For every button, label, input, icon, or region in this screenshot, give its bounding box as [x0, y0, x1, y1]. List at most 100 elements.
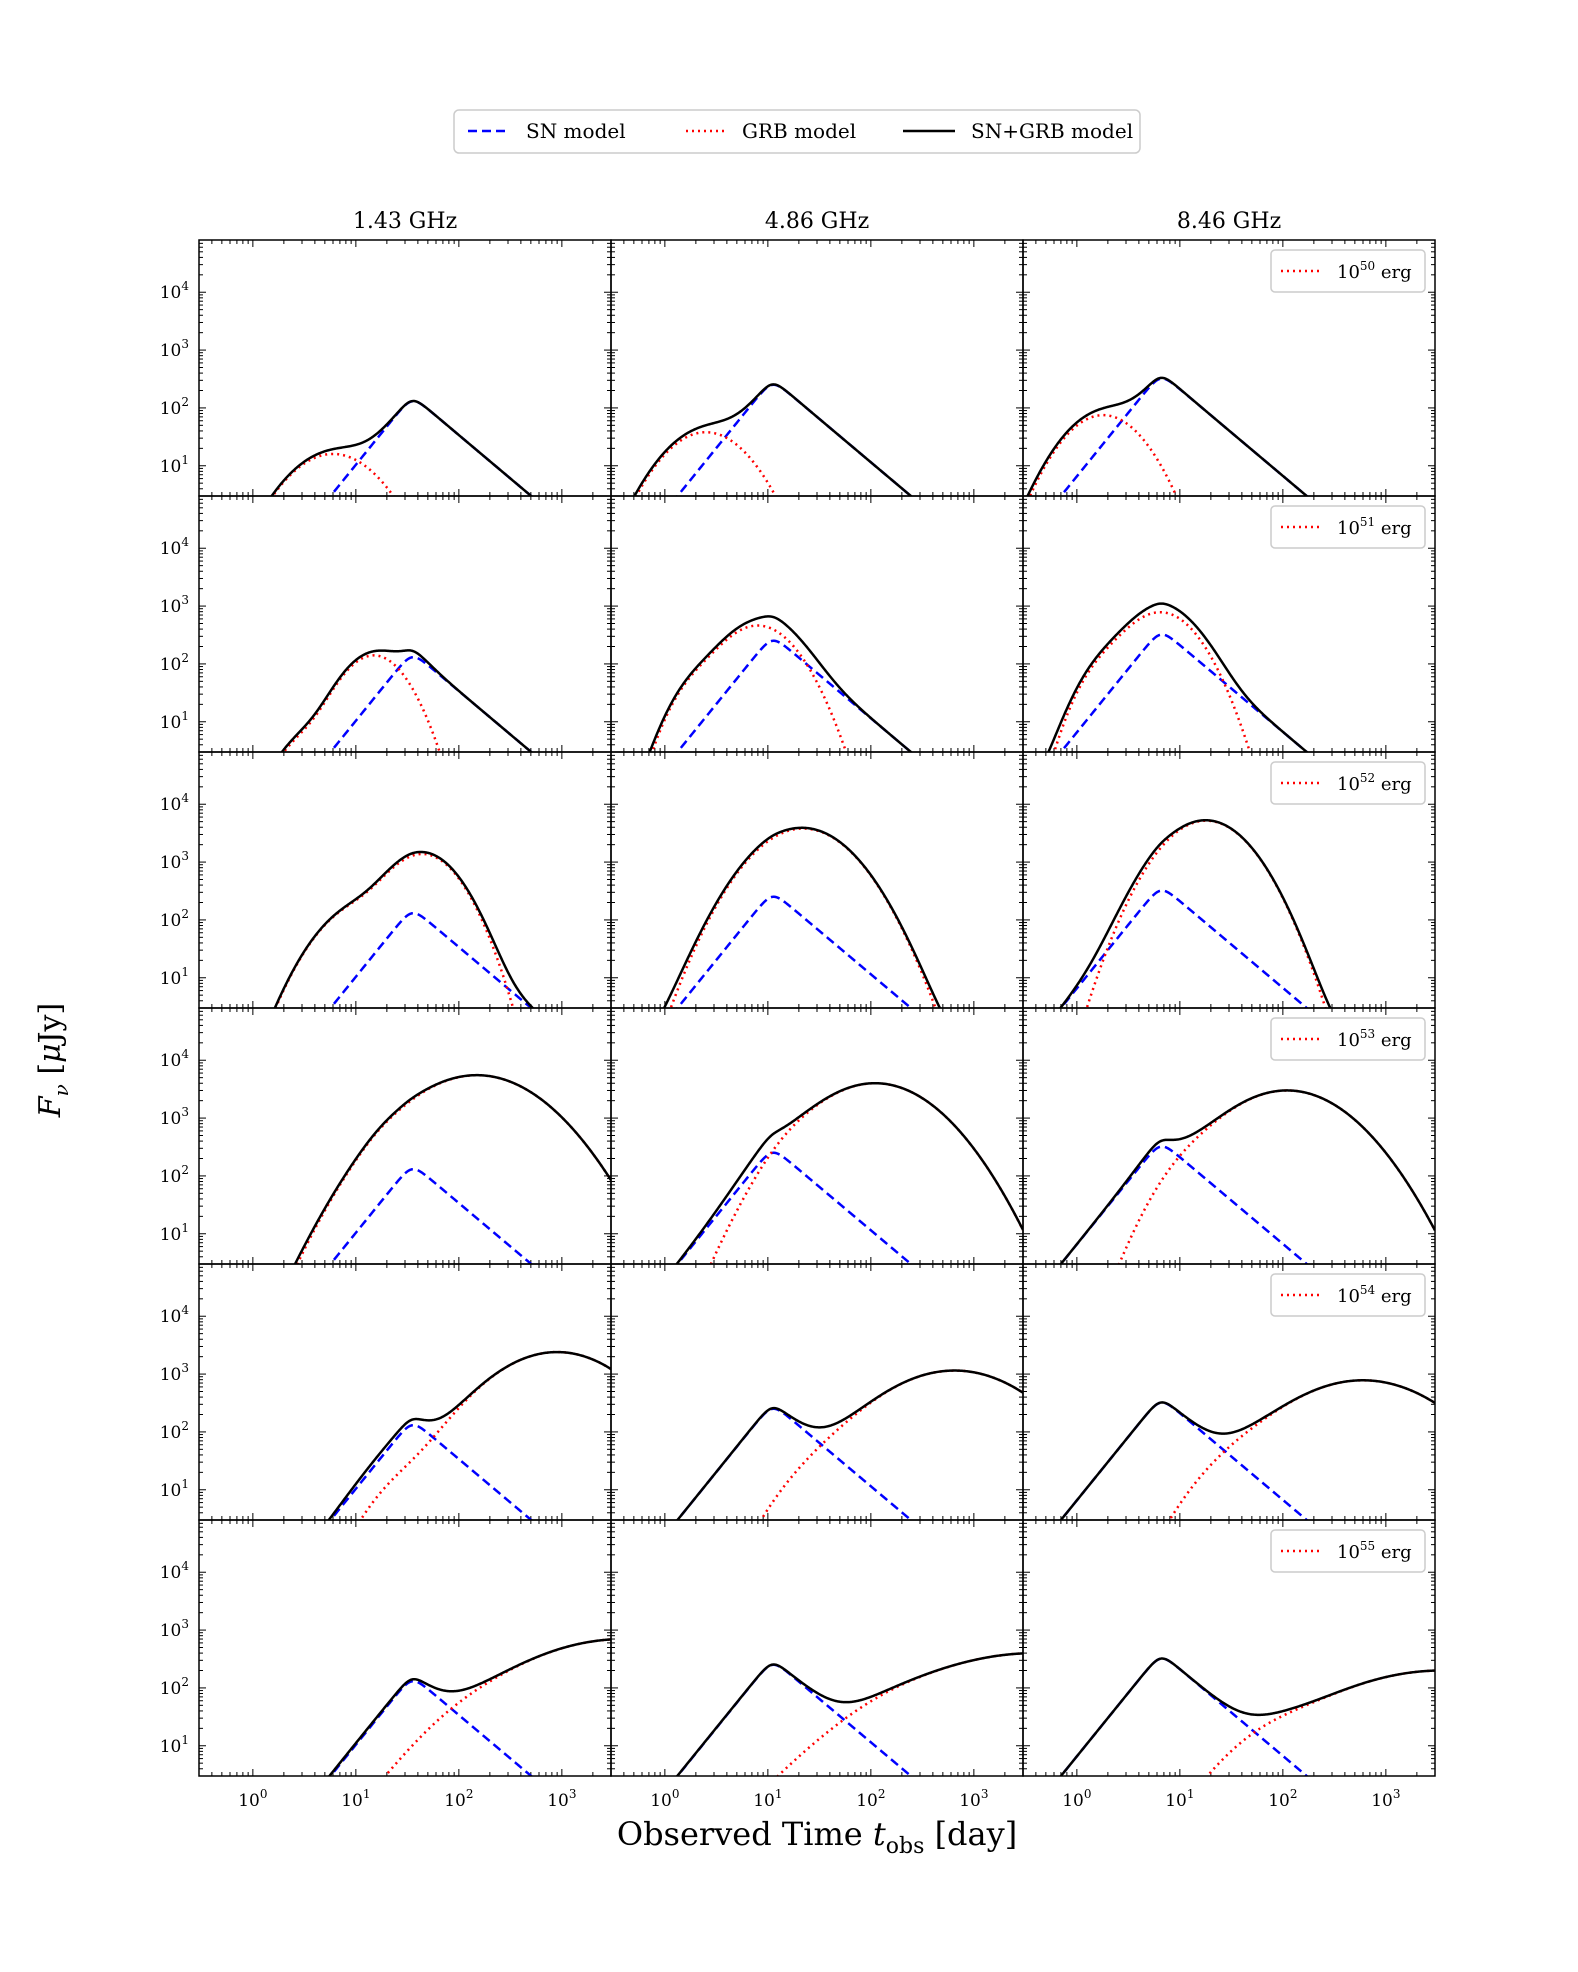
- energy-legend-box: [1270, 249, 1426, 293]
- legend: SN model GRB model SN+GRB model: [453, 109, 1141, 154]
- x-tick-label: 103: [959, 1787, 988, 1811]
- y-tick-label: 104: [160, 279, 190, 303]
- total-model-line: [633, 383, 913, 496]
- y-tick-label: 104: [160, 1303, 190, 1327]
- energy-legend-label: 1051 erg: [1337, 515, 1412, 539]
- curves: [662, 826, 942, 1008]
- curves: [1059, 1379, 1435, 1520]
- column-title-8-46ghz: 8.46 GHz: [1177, 209, 1281, 234]
- legend-total-label: SN+GRB model: [971, 119, 1133, 143]
- sn-model-line: [328, 655, 534, 752]
- sn-model-line: [675, 1407, 913, 1520]
- energy-legend-box: [1270, 1529, 1426, 1573]
- curves: [675, 1081, 1023, 1264]
- x-tick-label: 101: [341, 1787, 370, 1811]
- panel-r6-c1: 101 102 103 104 100 101 102 103: [160, 1519, 612, 1811]
- y-tick-label: 102: [160, 1419, 189, 1443]
- total-model-line: [1047, 602, 1309, 752]
- grb-model-line: [1028, 413, 1178, 496]
- x-tick-label: 100: [238, 1787, 267, 1811]
- grb-model-line: [709, 1082, 1023, 1264]
- y-tick-label: 103: [160, 1105, 189, 1129]
- total-model-line: [1059, 1657, 1435, 1776]
- sn-model-line: [328, 911, 534, 1008]
- total-model-line: [293, 1073, 611, 1264]
- column-title-1-43ghz: 1.43 GHz: [353, 209, 457, 234]
- y-tick-label: 103: [160, 1617, 189, 1641]
- total-model-line: [1058, 818, 1332, 1008]
- y-tick-label: 101: [160, 965, 189, 989]
- curves: [675, 1369, 1023, 1520]
- total-model-line: [1059, 1379, 1435, 1520]
- curves: [270, 399, 534, 496]
- column-title-4-86ghz: 4.86 GHz: [765, 209, 869, 234]
- energy-legend-label: 1055 erg: [1337, 1539, 1412, 1563]
- curves: [1047, 602, 1309, 752]
- x-tick-label: 102: [856, 1787, 885, 1811]
- curves: [293, 1073, 611, 1264]
- x-tick-label: 100: [1062, 1787, 1091, 1811]
- y-tick-label: 101: [160, 1733, 189, 1757]
- y-tick-label: 102: [160, 907, 189, 931]
- y-tick-label: 104: [160, 791, 190, 815]
- x-tick-label: 101: [753, 1787, 782, 1811]
- panel-r2-c3: 1051 erg: [1022, 495, 1436, 753]
- sn-model-line: [675, 1151, 913, 1264]
- energy-legend-label: 1050 erg: [1337, 259, 1412, 283]
- y-tick-label: 102: [160, 651, 189, 675]
- grb-model-line: [271, 452, 395, 496]
- svg-text:Fν [μJy]: Fν [μJy]: [33, 1003, 73, 1118]
- y-tick-label: 102: [160, 1675, 189, 1699]
- legend-sn-label: SN model: [526, 119, 626, 143]
- y-tick-label: 103: [160, 1361, 189, 1385]
- energy-legend-label: 1054 erg: [1337, 1283, 1412, 1307]
- total-model-line: [662, 826, 942, 1008]
- total-model-line: [675, 1369, 1023, 1520]
- panel-r1-c1: 101 102 103 104: [160, 239, 612, 497]
- panel-r6-c3: 1055 erg 100 101 102 103: [1022, 1519, 1436, 1811]
- total-model-line: [675, 1652, 1023, 1776]
- y-tick-label: 103: [160, 593, 189, 617]
- x-tick-label: 103: [1371, 1787, 1400, 1811]
- x-tick-label: 102: [444, 1787, 473, 1811]
- curves: [675, 1652, 1023, 1776]
- x-tick-label: 102: [1268, 1787, 1297, 1811]
- legend-frame: [453, 109, 1141, 154]
- y-tick-label: 101: [160, 709, 189, 733]
- curves: [1059, 1089, 1435, 1264]
- total-model-line: [648, 615, 913, 752]
- grb-model-line: [1052, 610, 1252, 752]
- energy-legend-box: [1270, 505, 1426, 549]
- curves: [1058, 818, 1332, 1008]
- energy-legend-label: 1053 erg: [1337, 1027, 1412, 1051]
- y-tick-label: 101: [160, 453, 189, 477]
- curves: [273, 850, 535, 1008]
- sn-model-line: [328, 1423, 534, 1520]
- panel-r4-c3: 1053 erg: [1022, 1007, 1436, 1265]
- total-model-line: [273, 850, 535, 1008]
- curves: [1059, 1657, 1435, 1776]
- y-tick-label: 101: [160, 1221, 189, 1245]
- energy-legend-box: [1270, 761, 1426, 805]
- sn-model-line: [675, 895, 913, 1008]
- legend-grb-label: GRB model: [742, 119, 856, 143]
- x-tick-label: 101: [1165, 1787, 1194, 1811]
- panel-grid: 101 102 103 104 1050 erg 101 102 103 104 1051 erg…: [160, 239, 1436, 1811]
- energy-legend-box: [1270, 1017, 1426, 1061]
- grb-model-line: [776, 1652, 1023, 1776]
- total-model-line: [327, 1350, 611, 1520]
- sn-model-line: [328, 399, 534, 496]
- x-tick-label: 103: [547, 1787, 576, 1811]
- total-model-line: [675, 1081, 1023, 1264]
- y-tick-label: 104: [160, 1047, 190, 1071]
- panel-r6-c2: 100 101 102 103: [610, 1519, 1024, 1811]
- x-tick-label: 100: [650, 1787, 679, 1811]
- x-axis-title: Observed Time tobs [day]: [617, 1815, 1017, 1859]
- curves: [327, 1638, 611, 1776]
- y-axis-title: Fν [μJy]: [33, 1003, 73, 1118]
- total-model-line: [280, 649, 534, 752]
- curves: [633, 383, 913, 496]
- y-tick-label: 104: [160, 535, 190, 559]
